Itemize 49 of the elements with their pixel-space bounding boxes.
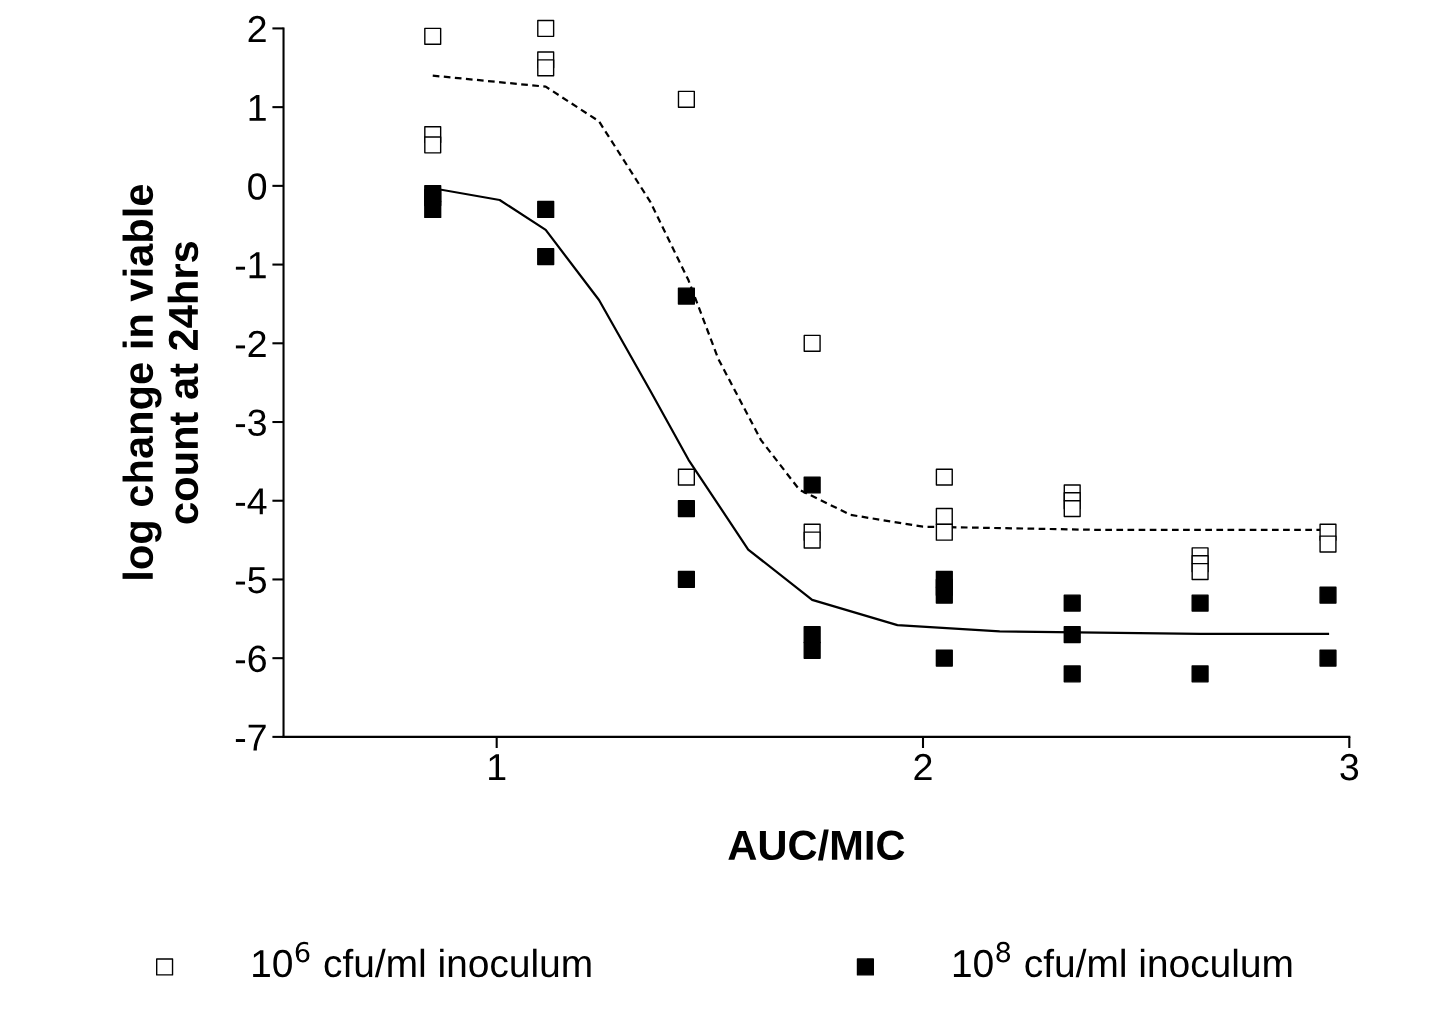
point (935, 586, 953, 604)
point (537, 59, 555, 77)
point (803, 641, 821, 659)
x-tick-label: 3 (1340, 753, 1359, 781)
point (1063, 594, 1081, 612)
legend-label: 10$^{8}$ cfu/ml inoculum (953, 941, 1292, 978)
y-tick-label: 2 (248, 15, 266, 43)
point (935, 507, 953, 526)
point (1063, 625, 1081, 644)
point (424, 27, 442, 45)
x-axis-title: AUC/MIC (728, 829, 905, 861)
point (803, 476, 821, 494)
point (803, 334, 821, 352)
point (935, 649, 953, 667)
point (1319, 535, 1337, 553)
point (537, 248, 555, 266)
y-tick-label: -1 (235, 252, 266, 279)
y-tick-label: -6 (235, 645, 266, 673)
point (677, 570, 696, 589)
point (677, 468, 696, 486)
point (537, 200, 555, 219)
point (1063, 499, 1081, 518)
point (677, 287, 696, 305)
y-tick-label: -5 (235, 567, 266, 594)
point (677, 499, 696, 518)
legend-label: 10$^{6}$ cfu/ml inoculum (253, 941, 591, 978)
y-tick-label: -4 (235, 488, 267, 515)
y-tick-label: -3 (235, 409, 266, 436)
y-tick-label: 0 (248, 173, 267, 200)
point (1191, 665, 1209, 683)
point (424, 136, 442, 154)
point (1191, 594, 1209, 612)
point (1319, 649, 1337, 667)
point (935, 523, 953, 541)
point (537, 19, 555, 38)
point (677, 90, 696, 108)
point (935, 468, 953, 486)
y-tick-label: -7 (235, 724, 266, 751)
y-tick-label: 1 (249, 94, 266, 121)
point (424, 200, 442, 219)
point (1063, 665, 1081, 683)
point (803, 625, 821, 644)
x-tick-label: 1 (489, 754, 506, 781)
y-tick-label: -2 (235, 330, 266, 357)
point (1191, 562, 1209, 581)
x-tick-label: 2 (914, 753, 932, 781)
point (803, 531, 821, 549)
point (1319, 586, 1337, 604)
y-axis-title: log change in viable count at 24hrs (122, 184, 199, 579)
